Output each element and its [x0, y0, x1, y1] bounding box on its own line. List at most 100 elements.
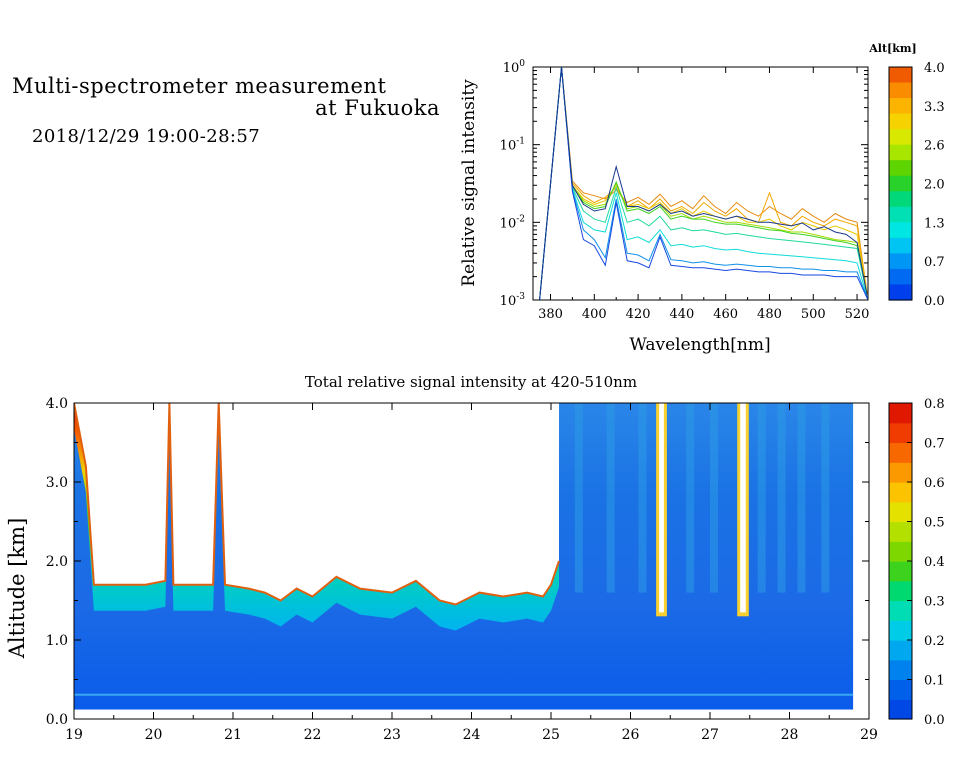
spectrum-series-line-8	[539, 67, 868, 300]
altitude-colorbar-tick-label: 2.6	[924, 139, 945, 154]
heatmap-clear-gap	[740, 403, 746, 613]
heatmap-streak	[710, 403, 718, 593]
heatmap-streak	[757, 403, 766, 593]
intensity-colorbar-swatch	[889, 501, 912, 523]
heatmap-x-tick-label: 19	[65, 727, 83, 743]
intensity-colorbar-swatch	[889, 640, 912, 661]
heatmap-x-tick-label: 25	[542, 727, 560, 743]
heatmap-streak	[797, 403, 806, 593]
intensity-colorbar-tick-label: 0.1	[924, 674, 945, 689]
heatmap-cloud-base-edge	[74, 403, 560, 606]
altitude-colorbar: 4.0 3.3 2.6 2.0 1.3 0.7 0.0	[888, 61, 945, 309]
heatmap-streak	[606, 403, 615, 593]
intensity-colorbar-tick-label: 0.5	[924, 516, 945, 531]
spectrum-x-tick-label: 480	[757, 307, 782, 322]
altitude-colorbar-tick-label: 1.3	[924, 216, 945, 231]
spectrum-x-axis-label: Wavelength[nm]	[629, 335, 770, 355]
altitude-colorbar-swatch	[889, 268, 912, 286]
intensity-colorbar: 0.0 0.1 0.2 0.3 0.4 0.5 0.6 0.7 0.8	[888, 397, 945, 728]
heatmap-x-tick-label: 21	[224, 727, 242, 743]
altitude-colorbar-tick-label: 0.7	[924, 255, 945, 270]
spectrum-y-tick-label: 100	[503, 59, 526, 76]
spectrum-y-tick-base: 10	[500, 139, 517, 154]
spectrum-series-line-3	[539, 67, 868, 300]
figure-title-line1: Multi-spectrometer measurement	[12, 74, 387, 98]
intensity-colorbar-swatch	[889, 561, 912, 582]
heatmap-y-tick-label: 4.0	[46, 396, 68, 412]
heatmap-y-tick-label: 3.0	[46, 475, 68, 491]
heatmap-clear-gap	[659, 403, 664, 613]
spectrum-series-line-2	[539, 67, 868, 300]
spectrum-x-tick-label: 460	[713, 307, 738, 322]
spectrum-y-tick-base: 10	[500, 216, 517, 231]
heatmap-x-tick-label: 22	[304, 727, 322, 743]
spectrum-y-tick-label: 10-3	[500, 292, 526, 309]
heatmap-y-tick-label: 2.0	[46, 554, 68, 570]
spectrum-series-line-1	[539, 67, 868, 300]
spectrum-series-line-5	[539, 67, 868, 300]
intensity-colorbar-swatch	[889, 679, 912, 700]
heatmap-x-tick-label: 24	[463, 727, 481, 743]
altitude-colorbar-swatch	[889, 144, 912, 161]
spectrum-x-tick-label: 380	[538, 307, 563, 322]
spectrum-x-tick-label: 520	[845, 307, 870, 322]
spectrum-x-tick-label: 440	[669, 307, 694, 322]
intensity-colorbar-swatch	[889, 541, 912, 562]
spectrum-x-tick-label: 500	[801, 307, 826, 322]
spectrum-series-line-7	[539, 67, 868, 300]
altitude-colorbar-swatch	[889, 82, 912, 99]
altitude-colorbar-swatch	[889, 160, 912, 177]
heatmap-x-tick-label: 28	[781, 727, 799, 743]
spectrum-y-tick-exponent: -2	[516, 214, 525, 224]
heatmap-chart: Total relative signal intensity at 420-5…	[5, 373, 945, 743]
heatmap-y-axis-label: Altitude [km]	[5, 518, 29, 660]
intensity-colorbar-swatch	[889, 403, 912, 424]
spectrum-y-tick-base: 10	[500, 294, 517, 309]
figure-title-line2: at Fukuoka	[315, 96, 440, 120]
heatmap-cloud-region	[74, 403, 559, 605]
spectrum-series-line-9	[539, 67, 868, 300]
heatmap-streak	[777, 403, 786, 593]
intensity-colorbar-swatch	[889, 699, 912, 720]
intensity-colorbar-swatch	[889, 442, 912, 463]
intensity-colorbar-tick-label: 0.7	[924, 437, 945, 452]
heatmap-x-tick-label: 27	[701, 727, 719, 743]
intensity-colorbar-swatch	[889, 521, 912, 542]
altitude-colorbar-tick-label: 3.3	[924, 100, 945, 115]
altitude-colorbar-swatch	[889, 253, 912, 270]
spectrum-y-tick-exponent: 0	[519, 59, 525, 69]
altitude-colorbar-swatch	[889, 129, 912, 146]
spectrum-series-line-6	[539, 67, 868, 300]
intensity-colorbar-swatch	[889, 600, 912, 621]
altitude-colorbar-label: Alt[km]	[868, 42, 916, 55]
spectrum-plot-frame	[532, 66, 869, 301]
spectrum-chart: 380 400 420 440 460 480 500 520 10010-110-210-3…	[459, 42, 945, 355]
heatmap-y-tick-label: 1.0	[46, 633, 68, 649]
heatmap-streak	[574, 403, 583, 593]
intensity-colorbar-swatch	[889, 482, 912, 503]
altitude-colorbar-tick-label: 4.0	[924, 61, 945, 76]
intensity-colorbar-tick-label: 0.0	[924, 713, 945, 728]
intensity-colorbar-swatch	[889, 462, 912, 483]
altitude-colorbar-tick-label: 2.0	[924, 178, 945, 193]
heatmap-x-tick-label: 20	[145, 727, 163, 743]
spectrum-y-tick-base: 10	[503, 61, 520, 76]
intensity-colorbar-swatch	[889, 620, 912, 641]
intensity-colorbar-swatch	[889, 659, 912, 681]
spectrum-x-tick-label: 420	[626, 307, 651, 322]
intensity-colorbar-tick-label: 0.3	[924, 595, 945, 610]
heatmap-title: Total relative signal intensity at 420-5…	[305, 373, 637, 391]
spectrum-y-axis-label: Relative signal intensity	[459, 79, 479, 287]
spectrum-y-tick-exponent: -1	[516, 137, 525, 147]
altitude-colorbar-swatch	[889, 98, 912, 115]
measurement-datetime: 2018/12/29 19:00-28:57	[32, 126, 261, 147]
altitude-colorbar-swatch	[889, 237, 912, 254]
heatmap-cloud-base-gradient	[74, 403, 559, 631]
spectrum-y-tick-exponent: -3	[516, 292, 525, 302]
heatmap-streak	[821, 403, 830, 593]
intensity-colorbar-tick-label: 0.4	[924, 555, 945, 570]
heatmap-y-tick-label: 0.0	[46, 712, 68, 728]
intensity-colorbar-tick-label: 0.2	[924, 634, 945, 649]
altitude-colorbar-swatch	[889, 191, 912, 208]
intensity-colorbar-tick-label: 0.6	[924, 476, 945, 491]
